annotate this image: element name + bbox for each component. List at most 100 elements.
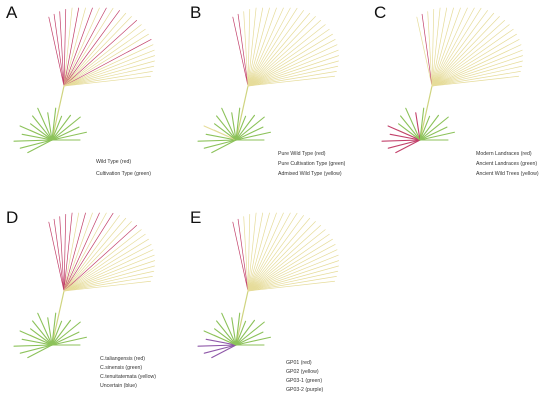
tree-branch bbox=[431, 44, 522, 87]
tree-branch bbox=[51, 116, 81, 141]
panel-a: A Wild Type (red) Cultivation Type (gree… bbox=[0, 0, 184, 205]
tree-branch bbox=[51, 331, 80, 346]
legend-e: GP01 (red) GP02 (yellow) GP03-1 (green) … bbox=[286, 360, 323, 396]
trunk-branch bbox=[235, 290, 249, 346]
tree-branch bbox=[63, 215, 120, 292]
tree-branch bbox=[431, 12, 495, 87]
tree-branch bbox=[63, 225, 138, 292]
tree-branch bbox=[431, 28, 514, 87]
tree-branch bbox=[431, 24, 510, 87]
tree-branch bbox=[389, 133, 421, 141]
tree-branch bbox=[237, 218, 249, 292]
tree-branch bbox=[247, 233, 330, 292]
tree-branch bbox=[247, 215, 304, 292]
tree-branch bbox=[243, 11, 249, 87]
tree-branch bbox=[51, 107, 57, 141]
tree-branch bbox=[63, 7, 86, 87]
tree-branch bbox=[419, 107, 425, 141]
panel-letter-d: D bbox=[6, 208, 19, 227]
tree-branch bbox=[247, 60, 339, 87]
tree-branch bbox=[51, 131, 87, 141]
tree-branch bbox=[405, 107, 421, 141]
tree-branch bbox=[214, 328, 237, 346]
tree-e bbox=[197, 212, 340, 359]
tree-branch bbox=[63, 254, 155, 292]
legend-entry: Uncertain (blue) bbox=[100, 383, 137, 389]
tree-branch bbox=[247, 238, 333, 292]
tree-branch bbox=[211, 344, 237, 359]
tree-branch bbox=[415, 112, 421, 141]
legend-d: C.taliangensis (red) C.sinensis (green) … bbox=[100, 356, 156, 392]
tree-branch bbox=[381, 139, 421, 142]
tree-branch bbox=[431, 9, 435, 87]
tree-branch bbox=[247, 49, 339, 87]
tree-branch bbox=[63, 71, 153, 87]
tree-branch bbox=[63, 217, 127, 292]
tree-branch bbox=[232, 221, 249, 292]
tree-branch bbox=[13, 344, 53, 347]
tree-branch bbox=[421, 13, 433, 87]
legend-entry: Ancient Wild Trees (yellow) bbox=[476, 171, 539, 177]
tree-branch bbox=[203, 344, 237, 354]
tree-branch bbox=[247, 7, 291, 87]
tree-branch bbox=[431, 60, 523, 87]
tree-a bbox=[13, 7, 156, 154]
tree-branch bbox=[63, 260, 156, 292]
tree-branch bbox=[63, 44, 154, 87]
tree-branch bbox=[63, 16, 132, 87]
tree-branch bbox=[27, 139, 53, 154]
tree-branch bbox=[431, 7, 475, 87]
legend-entry: Admixed Wild Type (yellow) bbox=[278, 171, 342, 177]
tree-branch bbox=[214, 123, 237, 141]
tree-branch bbox=[63, 7, 73, 87]
tree-branch bbox=[247, 214, 251, 292]
tree-branch bbox=[51, 319, 72, 346]
legend-c: Modern Landraces (red) Ancient Landraces… bbox=[476, 151, 539, 180]
tree-branch bbox=[431, 75, 519, 87]
tree-branch bbox=[59, 216, 65, 292]
tree-branch bbox=[247, 7, 257, 87]
tree-branch bbox=[431, 71, 521, 87]
legend-entry: C.sinensis (green) bbox=[100, 365, 143, 371]
tree-branch bbox=[63, 276, 153, 292]
tree-b bbox=[197, 7, 340, 154]
panel-e: E GP01 (red) GP02 (yellow) GP03-1 (green… bbox=[184, 205, 368, 410]
tree-branch bbox=[19, 344, 53, 354]
tree-branch bbox=[232, 16, 249, 87]
legend-entry: GP01 (red) bbox=[286, 360, 312, 366]
tree-branch bbox=[63, 214, 67, 292]
tree-branch bbox=[247, 9, 251, 87]
tree-branch bbox=[205, 338, 237, 346]
tree-branch bbox=[235, 331, 264, 346]
tree-branch bbox=[431, 7, 454, 87]
legend-entry: Wild Type (red) bbox=[96, 159, 132, 165]
tree-branch bbox=[51, 115, 63, 141]
tree-branch bbox=[63, 212, 73, 292]
tree-branch bbox=[431, 7, 441, 87]
tree-branch bbox=[63, 10, 120, 87]
tree-branch bbox=[216, 320, 237, 346]
tree-branch bbox=[51, 312, 57, 346]
tree-branch bbox=[63, 229, 142, 292]
legend-entry: GP03-1 (green) bbox=[286, 378, 323, 384]
tree-branch bbox=[63, 212, 80, 292]
tree-branch bbox=[431, 7, 461, 87]
tree-branch bbox=[247, 7, 277, 87]
panel-letter-a: A bbox=[6, 3, 18, 22]
tree-branch bbox=[37, 312, 53, 346]
tree-branch bbox=[431, 7, 448, 87]
legend-entry: GP02 (yellow) bbox=[286, 369, 319, 375]
tree-branch bbox=[247, 260, 340, 292]
tree-branch bbox=[431, 55, 524, 87]
tree-branch bbox=[51, 320, 63, 346]
tree-branch bbox=[37, 107, 53, 141]
tree-branch bbox=[247, 244, 336, 292]
tree-branch bbox=[235, 131, 271, 141]
tree-branch bbox=[53, 13, 65, 87]
legend-entry: Pure Cultivation Type (green) bbox=[278, 161, 346, 167]
tree-branch bbox=[231, 112, 237, 141]
tree-branch bbox=[235, 320, 247, 346]
tree-branch bbox=[19, 125, 53, 141]
tree-branch bbox=[237, 13, 249, 87]
tree-branch bbox=[431, 10, 488, 87]
